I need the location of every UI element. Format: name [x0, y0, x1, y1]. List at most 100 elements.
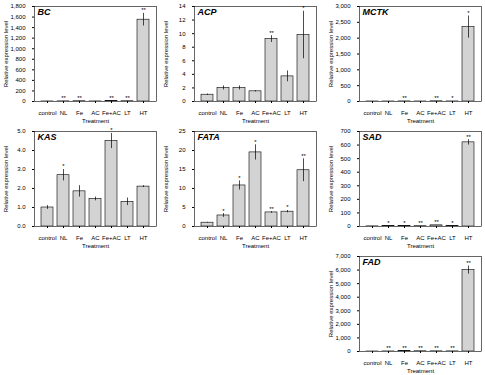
svg-text:3.0: 3.0	[17, 166, 26, 172]
svg-text:**: **	[269, 206, 274, 212]
svg-text:HT: HT	[300, 110, 308, 116]
svg-text:**: **	[434, 95, 439, 101]
svg-text:*: *	[110, 127, 113, 133]
svg-text:400: 400	[15, 77, 26, 83]
svg-text:FATA: FATA	[198, 132, 220, 142]
svg-text:15: 15	[179, 166, 186, 172]
svg-text:5,000: 5,000	[335, 281, 351, 287]
svg-text:AC: AC	[91, 110, 100, 116]
svg-text:*: *	[62, 163, 65, 169]
svg-text:Relative expression level: Relative expression level	[328, 21, 334, 87]
svg-text:3,000: 3,000	[335, 308, 351, 314]
svg-text:LT: LT	[284, 235, 291, 241]
svg-text:HT: HT	[465, 360, 473, 366]
svg-text:AC: AC	[251, 110, 260, 116]
svg-text:Fe+AC: Fe+AC	[262, 235, 282, 241]
svg-text:Relative expression level: Relative expression level	[3, 21, 9, 87]
svg-text:**: **	[301, 153, 306, 159]
svg-text:600: 600	[15, 67, 26, 73]
svg-text:Fe: Fe	[401, 360, 409, 366]
svg-text:LT: LT	[449, 235, 456, 241]
svg-text:**: **	[434, 219, 439, 225]
svg-text:1,500: 1,500	[335, 51, 351, 57]
svg-text:Fe+AC: Fe+AC	[427, 360, 447, 366]
svg-text:6,000: 6,000	[335, 267, 351, 273]
svg-text:5: 5	[182, 204, 186, 210]
svg-text:2,000: 2,000	[335, 321, 351, 327]
svg-text:Treatment: Treatment	[407, 118, 434, 124]
svg-text:*: *	[238, 175, 241, 181]
svg-text:**: **	[418, 345, 423, 351]
svg-text:1,600: 1,600	[10, 14, 26, 20]
svg-text:Fe+AC: Fe+AC	[427, 110, 447, 116]
svg-text:400: 400	[340, 169, 351, 175]
svg-text:1,200: 1,200	[10, 35, 26, 41]
svg-text:NL: NL	[60, 110, 68, 116]
svg-text:700: 700	[340, 128, 351, 134]
svg-text:*: *	[302, 5, 305, 11]
svg-text:AC: AC	[416, 235, 425, 241]
svg-text:200: 200	[340, 196, 351, 202]
svg-text:**: **	[269, 30, 274, 36]
svg-text:12: 12	[179, 17, 186, 23]
svg-text:0: 0	[347, 98, 351, 104]
svg-text:Treatment: Treatment	[407, 243, 434, 249]
svg-text:10: 10	[179, 185, 186, 191]
svg-text:500: 500	[340, 156, 351, 162]
svg-text:2,000: 2,000	[335, 35, 351, 41]
svg-text:LT: LT	[124, 235, 131, 241]
svg-text:*: *	[451, 220, 454, 226]
svg-text:*: *	[254, 139, 257, 145]
svg-text:8: 8	[182, 44, 186, 50]
svg-text:*: *	[387, 220, 390, 226]
svg-text:NL: NL	[385, 110, 393, 116]
svg-text:BC: BC	[38, 7, 51, 17]
svg-text:Treatment: Treatment	[407, 368, 434, 374]
svg-text:HT: HT	[140, 235, 148, 241]
svg-text:control: control	[198, 110, 216, 116]
svg-text:2.0: 2.0	[17, 185, 26, 191]
svg-text:Fe+AC: Fe+AC	[102, 110, 122, 116]
svg-text:Fe+AC: Fe+AC	[427, 235, 447, 241]
svg-text:7,000: 7,000	[335, 253, 351, 259]
svg-text:**: **	[450, 345, 455, 351]
svg-text:*: *	[403, 220, 406, 226]
svg-text:**: **	[402, 95, 407, 101]
svg-text:20: 20	[179, 147, 186, 153]
svg-text:2,500: 2,500	[335, 19, 351, 25]
svg-text:LT: LT	[284, 110, 291, 116]
svg-text:2: 2	[182, 85, 186, 91]
svg-text:**: **	[466, 134, 471, 140]
svg-text:0: 0	[182, 223, 186, 229]
svg-text:control: control	[363, 110, 381, 116]
svg-text:Relative expression level: Relative expression level	[163, 146, 169, 212]
svg-text:HT: HT	[300, 235, 308, 241]
svg-text:200: 200	[15, 88, 26, 94]
svg-text:*: *	[451, 95, 454, 101]
svg-text:*: *	[222, 208, 225, 214]
svg-text:**: **	[418, 220, 423, 226]
svg-text:ACP: ACP	[197, 7, 218, 17]
svg-text:FAD: FAD	[363, 257, 382, 267]
svg-text:Relative expression level: Relative expression level	[163, 21, 169, 87]
svg-text:6: 6	[182, 58, 186, 64]
svg-text:Treatment: Treatment	[82, 243, 109, 249]
svg-text:Fe: Fe	[401, 110, 409, 116]
svg-text:NL: NL	[385, 235, 393, 241]
svg-text:1,800: 1,800	[10, 3, 26, 9]
svg-text:Fe+AC: Fe+AC	[102, 235, 122, 241]
svg-text:MCTK: MCTK	[363, 7, 390, 17]
svg-text:Fe: Fe	[76, 110, 84, 116]
svg-text:**: **	[77, 95, 82, 101]
svg-text:300: 300	[340, 183, 351, 189]
svg-text:4: 4	[182, 71, 186, 77]
svg-text:**: **	[61, 95, 66, 101]
svg-text:**: **	[141, 7, 146, 13]
svg-text:1,000: 1,000	[10, 46, 26, 52]
svg-text:14: 14	[179, 3, 186, 9]
svg-text:NL: NL	[60, 235, 68, 241]
svg-text:Fe: Fe	[76, 235, 84, 241]
svg-text:**: **	[466, 260, 471, 266]
svg-text:500: 500	[340, 83, 351, 89]
svg-text:Fe: Fe	[401, 235, 409, 241]
